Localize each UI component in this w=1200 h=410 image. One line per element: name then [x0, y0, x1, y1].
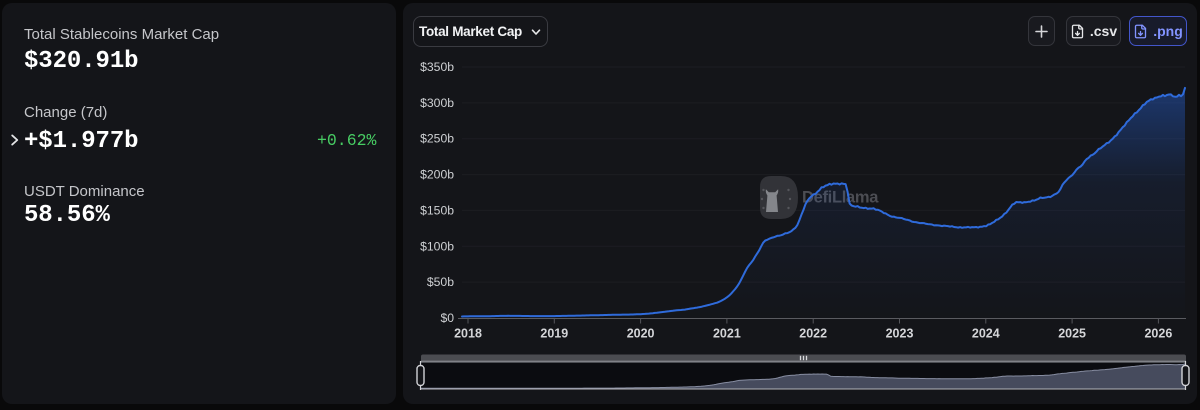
svg-text:2024: 2024 [972, 327, 1000, 341]
svg-text:$250b: $250b [420, 132, 454, 146]
svg-text:$350b: $350b [420, 60, 454, 74]
svg-text:$200b: $200b [420, 168, 454, 182]
svg-text:2025: 2025 [1058, 327, 1086, 341]
svg-text:$300b: $300b [420, 96, 454, 110]
svg-text:2022: 2022 [799, 327, 827, 341]
svg-text:$0: $0 [440, 311, 454, 325]
svg-text:2026: 2026 [1144, 327, 1172, 341]
svg-text:2020: 2020 [627, 327, 655, 341]
svg-text:$100b: $100b [420, 239, 454, 253]
svg-text:$50b: $50b [427, 275, 454, 289]
svg-text:2018: 2018 [454, 327, 482, 341]
svg-text:$150b: $150b [420, 203, 454, 217]
svg-text:2023: 2023 [886, 327, 914, 341]
svg-text:2019: 2019 [540, 327, 568, 341]
svg-text:2021: 2021 [713, 327, 741, 341]
